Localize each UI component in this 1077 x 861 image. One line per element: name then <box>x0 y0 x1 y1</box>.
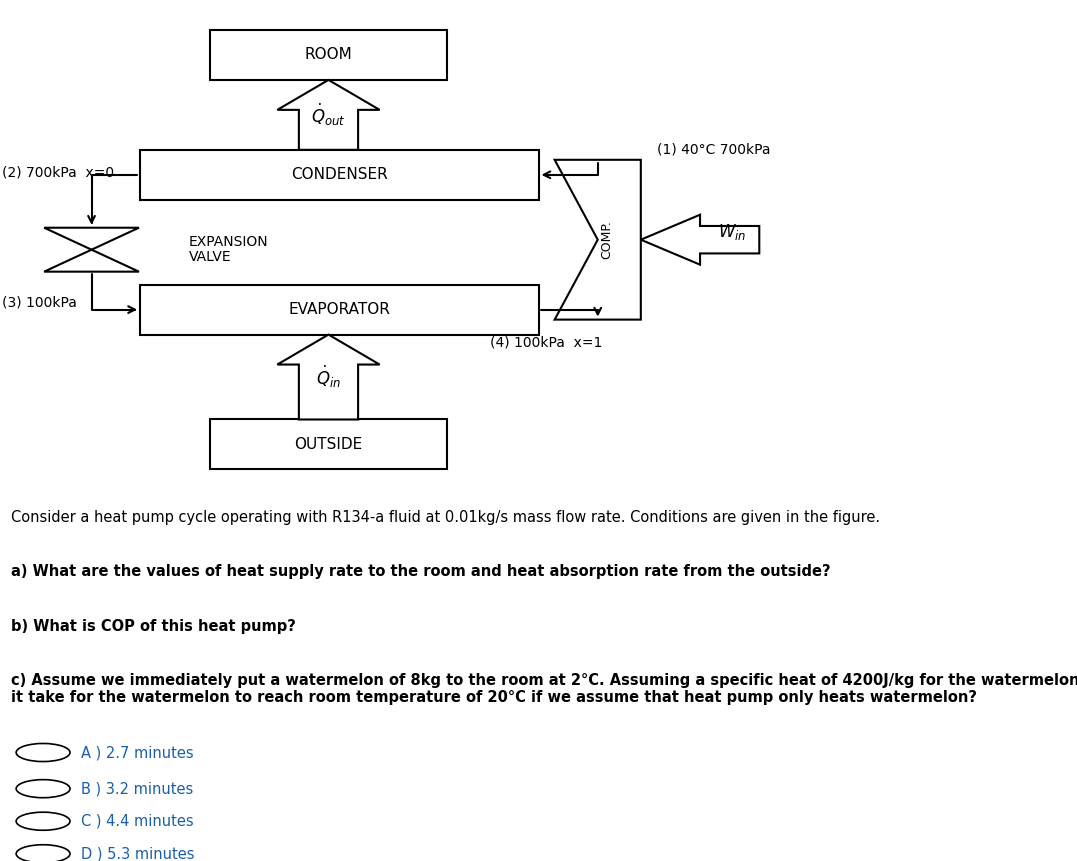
Text: EXPANSION: EXPANSION <box>188 235 268 249</box>
Polygon shape <box>278 80 379 150</box>
Text: a) What are the values of heat supply rate to the room and heat absorption rate : a) What are the values of heat supply ra… <box>11 565 830 579</box>
Text: A ) 2.7 minutes: A ) 2.7 minutes <box>81 745 194 760</box>
Text: VALVE: VALVE <box>188 251 232 264</box>
Bar <box>210 30 447 80</box>
Bar <box>210 419 447 469</box>
Text: B ) 3.2 minutes: B ) 3.2 minutes <box>81 781 193 796</box>
Polygon shape <box>44 227 139 250</box>
Text: EVAPORATOR: EVAPORATOR <box>289 302 390 317</box>
Text: D ) 5.3 minutes: D ) 5.3 minutes <box>81 846 194 861</box>
Text: COMP.: COMP. <box>600 220 613 259</box>
Text: (3) 100kPa: (3) 100kPa <box>2 295 78 309</box>
Text: c) Assume we immediately put a watermelon of 8kg to the room at 2°C. Assuming a : c) Assume we immediately put a watermelo… <box>11 673 1077 705</box>
Polygon shape <box>555 160 641 319</box>
Text: $\dot{Q}_{in}$: $\dot{Q}_{in}$ <box>316 364 341 390</box>
Text: (1) 40°C 700kPa: (1) 40°C 700kPa <box>657 143 770 157</box>
Bar <box>140 285 538 335</box>
Text: (4) 100kPa  x=1: (4) 100kPa x=1 <box>490 335 602 349</box>
Text: $\dot{Q}_{out}$: $\dot{Q}_{out}$ <box>311 102 346 128</box>
Text: ROOM: ROOM <box>305 47 352 63</box>
Polygon shape <box>278 335 379 419</box>
Text: C ) 4.4 minutes: C ) 4.4 minutes <box>81 814 194 829</box>
Text: b) What is COP of this heat pump?: b) What is COP of this heat pump? <box>11 619 296 634</box>
Text: CONDENSER: CONDENSER <box>291 167 388 183</box>
Polygon shape <box>44 250 139 272</box>
Text: Consider a heat pump cycle operating with R134-a fluid at 0.01kg/s mass flow rat: Consider a heat pump cycle operating wit… <box>11 511 880 525</box>
Polygon shape <box>641 214 759 264</box>
Text: OUTSIDE: OUTSIDE <box>294 437 363 452</box>
Bar <box>140 150 538 200</box>
Text: $\it{W}_{in}$: $\it{W}_{in}$ <box>718 222 746 242</box>
Text: (2) 700kPa  x=0: (2) 700kPa x=0 <box>2 165 114 179</box>
